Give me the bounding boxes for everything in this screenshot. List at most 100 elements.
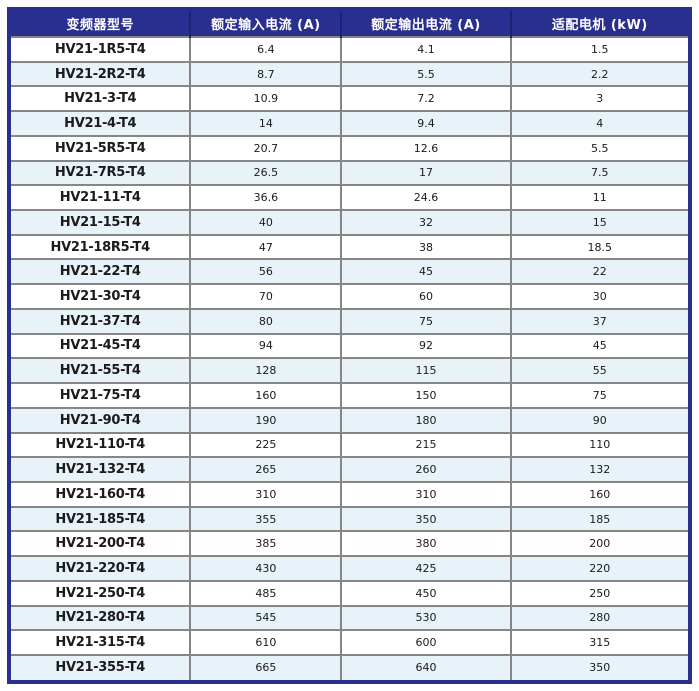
input-current-cell: 485	[189, 579, 342, 607]
output-current-cell: 9.4	[340, 110, 511, 137]
motor-power-cell: 75	[509, 382, 688, 409]
motor-power-cell: 1.5	[509, 36, 688, 63]
model-cell: HV21-110-T4	[11, 431, 191, 459]
model-cell: HV21-45-T4	[11, 332, 191, 360]
motor-power-cell: 4	[509, 110, 688, 137]
input-current-cell: 36.6	[189, 184, 342, 212]
input-current-cell: 190	[189, 406, 342, 434]
motor-power-cell: 350	[509, 653, 688, 680]
input-current-cell: 80	[189, 307, 342, 335]
input-current-cell: 355	[189, 505, 342, 533]
output-current-cell: 60	[340, 283, 511, 310]
model-cell: HV21-280-T4	[11, 604, 191, 632]
table-row: HV21-11-T4 36.6 24.6 11	[11, 184, 688, 212]
motor-power-cell: 18.5	[509, 233, 688, 261]
table-row: HV21-355-T4 665 640 350	[11, 653, 688, 680]
output-current-cell: 17	[340, 159, 511, 187]
input-current-cell: 610	[189, 629, 342, 656]
output-current-cell: 260	[340, 456, 511, 483]
output-current-cell: 32	[340, 209, 511, 236]
table-row: HV21-2R2-T4 8.7 5.5 2.2	[11, 60, 688, 88]
input-current-cell: 20.7	[189, 134, 342, 162]
model-cell: HV21-37-T4	[11, 307, 191, 335]
motor-power-cell: 22	[509, 258, 688, 286]
output-current-cell: 640	[340, 653, 511, 680]
header-row: 变频器型号 额定输入电流 (A) 额定输出电流 (A) 适配电机 (kW)	[11, 11, 688, 37]
table-row: HV21-90-T4 190 180 90	[11, 406, 688, 434]
model-cell: HV21-1R5-T4	[11, 36, 191, 63]
motor-power-cell: 15	[509, 209, 688, 236]
col-header-model: 变频器型号	[11, 11, 191, 37]
model-cell: HV21-355-T4	[11, 653, 191, 680]
motor-power-cell: 315	[509, 629, 688, 656]
input-current-cell: 160	[189, 382, 342, 409]
output-current-cell: 7.2	[340, 85, 511, 113]
model-cell: HV21-30-T4	[11, 283, 191, 310]
motor-power-cell: 185	[509, 505, 688, 533]
table-row: HV21-30-T4 70 60 30	[11, 283, 688, 310]
table-header: 变频器型号 额定输入电流 (A) 额定输出电流 (A) 适配电机 (kW)	[11, 11, 688, 37]
table-row: HV21-55-T4 128 115 55	[11, 357, 688, 385]
input-current-cell: 56	[189, 258, 342, 286]
output-current-cell: 115	[340, 357, 511, 385]
table-row: HV21-7R5-T4 26.5 17 7.5	[11, 159, 688, 187]
col-header-input-current: 额定输入电流 (A)	[189, 11, 342, 37]
table-row: HV21-160-T4 310 310 160	[11, 480, 688, 508]
input-current-cell: 310	[189, 480, 342, 508]
output-current-cell: 92	[340, 332, 511, 360]
model-cell: HV21-90-T4	[11, 406, 191, 434]
motor-power-cell: 90	[509, 406, 688, 434]
model-cell: HV21-75-T4	[11, 382, 191, 409]
table-row: HV21-132-T4 265 260 132	[11, 456, 688, 483]
input-current-cell: 26.5	[189, 159, 342, 187]
model-cell: HV21-3-T4	[11, 85, 191, 113]
output-current-cell: 425	[340, 555, 511, 582]
input-current-cell: 40	[189, 209, 342, 236]
table-row: HV21-75-T4 160 150 75	[11, 382, 688, 409]
output-current-cell: 600	[340, 629, 511, 656]
input-current-cell: 70	[189, 283, 342, 310]
output-current-cell: 350	[340, 505, 511, 533]
input-current-cell: 8.7	[189, 60, 342, 88]
output-current-cell: 5.5	[340, 60, 511, 88]
table-row: HV21-37-T4 80 75 37	[11, 307, 688, 335]
model-cell: HV21-5R5-T4	[11, 134, 191, 162]
input-current-cell: 665	[189, 653, 342, 680]
table-row: HV21-5R5-T4 20.7 12.6 5.5	[11, 134, 688, 162]
model-cell: HV21-160-T4	[11, 480, 191, 508]
table-row: HV21-280-T4 545 530 280	[11, 604, 688, 632]
input-current-cell: 14	[189, 110, 342, 137]
model-cell: HV21-15-T4	[11, 209, 191, 236]
motor-power-cell: 220	[509, 555, 688, 582]
inverter-spec-table: 变频器型号 额定输入电流 (A) 额定输出电流 (A) 适配电机 (kW) HV…	[7, 7, 692, 684]
output-current-cell: 380	[340, 530, 511, 558]
table-row: HV21-185-T4 355 350 185	[11, 505, 688, 533]
motor-power-cell: 2.2	[509, 60, 688, 88]
output-current-cell: 75	[340, 307, 511, 335]
output-current-cell: 12.6	[340, 134, 511, 162]
table-row: HV21-18R5-T4 47 38 18.5	[11, 233, 688, 261]
motor-power-cell: 45	[509, 332, 688, 360]
motor-power-cell: 132	[509, 456, 688, 483]
motor-power-cell: 110	[509, 431, 688, 459]
model-cell: HV21-18R5-T4	[11, 233, 191, 261]
motor-power-cell: 5.5	[509, 134, 688, 162]
model-cell: HV21-200-T4	[11, 530, 191, 558]
model-cell: HV21-55-T4	[11, 357, 191, 385]
input-current-cell: 265	[189, 456, 342, 483]
col-header-motor-power: 适配电机 (kW)	[509, 11, 688, 37]
input-current-cell: 545	[189, 604, 342, 632]
table-row: HV21-45-T4 94 92 45	[11, 332, 688, 360]
motor-power-cell: 250	[509, 579, 688, 607]
table-row: HV21-1R5-T4 6.4 4.1 1.5	[11, 36, 688, 63]
input-current-cell: 10.9	[189, 85, 342, 113]
motor-power-cell: 280	[509, 604, 688, 632]
output-current-cell: 150	[340, 382, 511, 409]
output-current-cell: 450	[340, 579, 511, 607]
model-cell: HV21-220-T4	[11, 555, 191, 582]
table-row: HV21-22-T4 56 45 22	[11, 258, 688, 286]
output-current-cell: 530	[340, 604, 511, 632]
model-cell: HV21-185-T4	[11, 505, 191, 533]
output-current-cell: 4.1	[340, 36, 511, 63]
output-current-cell: 38	[340, 233, 511, 261]
